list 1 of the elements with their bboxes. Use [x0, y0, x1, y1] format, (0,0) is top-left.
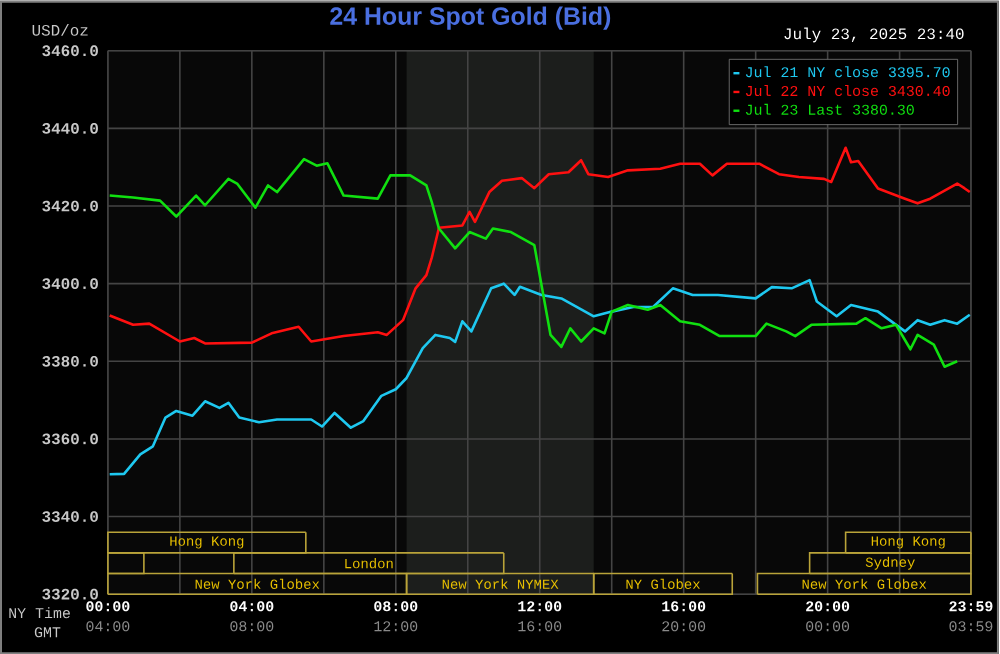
chart-title: 24 Hour Spot Gold (Bid) [330, 6, 611, 30]
